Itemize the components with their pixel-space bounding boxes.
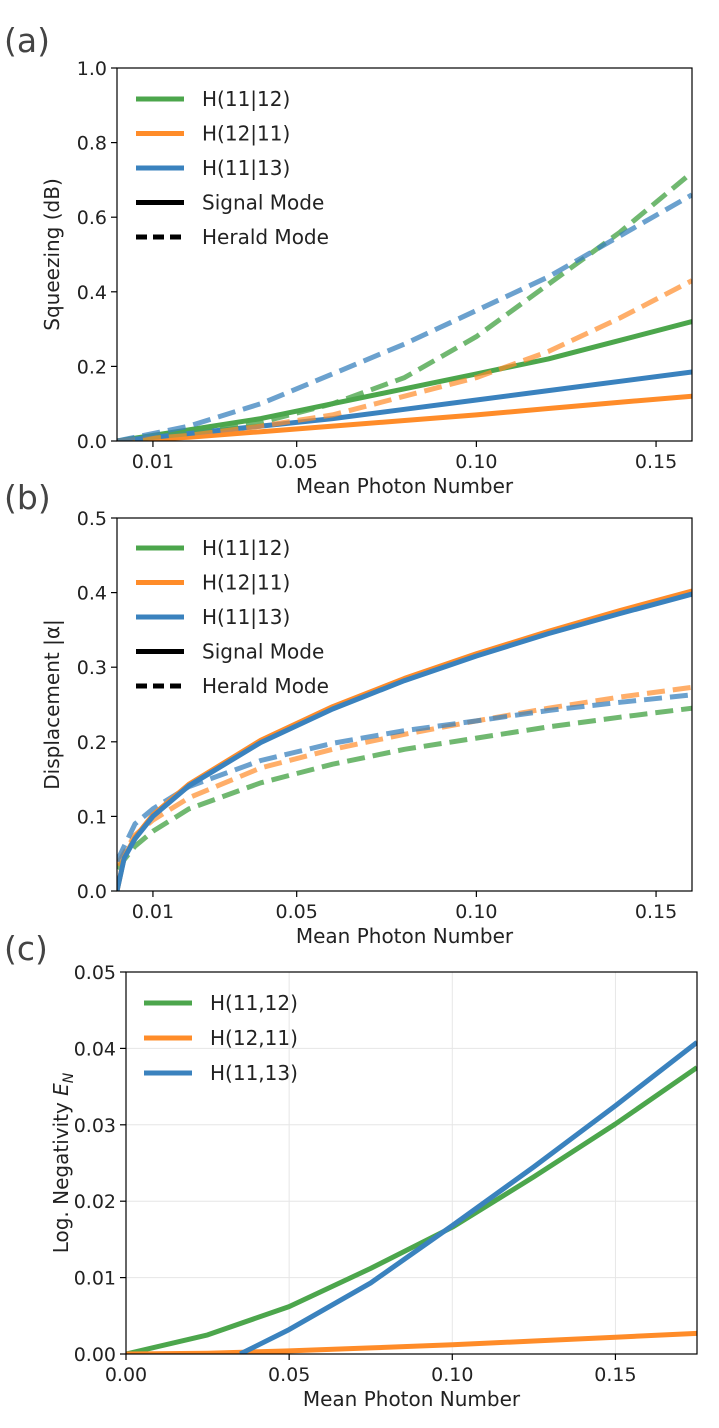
x-tick-label: 0.10 bbox=[455, 901, 497, 923]
y-axis-label: Log. Negativity EN bbox=[49, 1072, 77, 1253]
legend-label: H(11|12) bbox=[202, 87, 290, 111]
series-line bbox=[117, 692, 692, 863]
panel-label-c: (c) bbox=[4, 929, 48, 968]
legend-label: H(12,11) bbox=[210, 1026, 298, 1050]
legend-label: H(11|13) bbox=[202, 605, 290, 629]
x-tick-label: 0.01 bbox=[132, 451, 174, 473]
x-tick-label: 0.00 bbox=[105, 1364, 147, 1386]
series-line bbox=[117, 319, 692, 441]
series-line bbox=[117, 684, 692, 867]
y-tick-label: 0.2 bbox=[77, 356, 107, 378]
series-line bbox=[117, 591, 692, 891]
y-tick-label: 1.0 bbox=[77, 58, 107, 80]
chart-log-negativity: 0.00 0.05 0.10 0.15 0.00 0.01 0.02 0.03 0.04 0.05… bbox=[49, 962, 698, 1411]
series-line bbox=[126, 1065, 697, 1354]
y-axis-label-subscript: N bbox=[61, 1072, 77, 1083]
x-tick-label: 0.05 bbox=[276, 451, 318, 473]
plot-frame bbox=[116, 67, 693, 442]
legend-label: H(11|13) bbox=[202, 156, 290, 180]
y-tick-label: 0.4 bbox=[77, 583, 107, 605]
legend-label: H(12|11) bbox=[202, 571, 290, 595]
y-axis-label-symbol: E bbox=[49, 1083, 73, 1096]
x-tick-label: 0.15 bbox=[635, 901, 677, 923]
y-tick-label: 0.1 bbox=[77, 806, 107, 828]
y-tick-label: 0.0 bbox=[77, 431, 107, 453]
legend: H(11|12) H(12|11) H(11|13) Signal Mode Heral… bbox=[136, 536, 329, 698]
series-line bbox=[117, 588, 692, 891]
x-tick-label: 0.10 bbox=[455, 451, 497, 473]
x-axis-label: Mean Photon Number bbox=[296, 474, 514, 498]
legend: H(11,12) H(12,11) H(11,13) bbox=[144, 991, 298, 1085]
y-tick-label: 0.6 bbox=[77, 207, 107, 229]
plot-frame bbox=[125, 971, 698, 1355]
chart-displacement: 0.01 0.05 0.10 0.15 0.0 0.1 0.2 0.3 0.4 0.5 Mean P… bbox=[40, 508, 693, 948]
x-tick-label: 0.05 bbox=[268, 1364, 310, 1386]
y-tick-label: 0.5 bbox=[77, 508, 107, 530]
panel-label-b: (b) bbox=[4, 478, 51, 517]
y-tick-label: 0.4 bbox=[77, 282, 107, 304]
legend: H(11|12) H(12|11) H(11|13) Signal Mode Heral… bbox=[136, 87, 329, 249]
legend-label: H(12|11) bbox=[202, 122, 290, 146]
y-tick-label: 0.01 bbox=[74, 1268, 116, 1290]
y-tick-label: 0.00 bbox=[74, 1344, 116, 1366]
y-tick-label: 0.03 bbox=[74, 1115, 116, 1137]
series-line bbox=[117, 170, 692, 441]
y-tick-label: 0.0 bbox=[77, 881, 107, 903]
y-tick-label: 0.3 bbox=[77, 657, 107, 679]
x-tick-label: 0.01 bbox=[132, 901, 174, 923]
series-line bbox=[239, 1040, 697, 1354]
y-axis-label: Squeezing (dB) bbox=[40, 178, 64, 330]
series-line bbox=[117, 393, 692, 441]
x-axis-label: Mean Photon Number bbox=[296, 924, 514, 948]
series-group bbox=[117, 588, 692, 891]
legend-label: Signal Mode bbox=[202, 640, 324, 664]
y-tick-label: 0.05 bbox=[74, 962, 116, 984]
legend-label: Signal Mode bbox=[202, 191, 324, 215]
y-tick-label: 0.8 bbox=[77, 133, 107, 155]
y-tick-label: 0.04 bbox=[74, 1038, 116, 1060]
y-tick-label: 0.02 bbox=[74, 1191, 116, 1213]
chart-squeezing: 0.01 0.05 0.10 0.15 0.0 0.2 0.4 0.6 0.8 1.0 Mean P… bbox=[40, 58, 693, 498]
series-line bbox=[126, 1330, 697, 1354]
x-tick-label: 0.10 bbox=[431, 1364, 473, 1386]
x-tick-label: 0.15 bbox=[635, 451, 677, 473]
series-group bbox=[117, 170, 692, 441]
series-line bbox=[117, 278, 692, 441]
series-line bbox=[117, 705, 692, 871]
plot-frame bbox=[116, 517, 693, 892]
y-axis-label-text: Log. Negativity bbox=[49, 1096, 73, 1253]
legend-label: H(11,13) bbox=[210, 1061, 298, 1085]
series-line bbox=[117, 369, 692, 441]
x-tick-label: 0.05 bbox=[276, 901, 318, 923]
legend-label: H(11|12) bbox=[202, 536, 290, 560]
y-axis-label: Displacement |α| bbox=[40, 619, 64, 790]
x-tick-label: 0.15 bbox=[594, 1364, 636, 1386]
legend-label: Herald Mode bbox=[202, 225, 329, 249]
legend-label: Herald Mode bbox=[202, 674, 329, 698]
y-tick-label: 0.2 bbox=[77, 732, 107, 754]
series-group bbox=[126, 1040, 697, 1354]
panel-label-a: (a) bbox=[4, 21, 50, 60]
x-axis-label: Mean Photon Number bbox=[303, 1387, 521, 1411]
legend-label: H(11,12) bbox=[210, 991, 298, 1015]
